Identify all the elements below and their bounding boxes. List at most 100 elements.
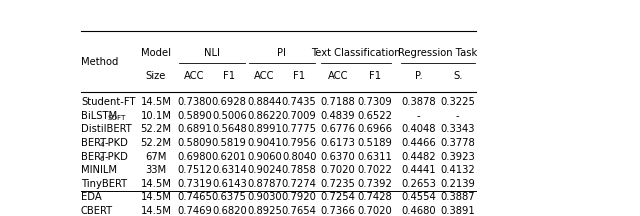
Text: 0.7020: 0.7020 [358,206,392,216]
Text: 0.8787: 0.8787 [247,179,282,189]
Text: 14.5M: 14.5M [140,206,172,216]
Text: 0.7392: 0.7392 [357,179,392,189]
Text: DistilBERT: DistilBERT [81,124,132,134]
Text: Method: Method [81,57,118,67]
Text: 0.8925: 0.8925 [247,206,282,216]
Text: 0.6143: 0.6143 [212,179,246,189]
Text: 0.7188: 0.7188 [320,97,355,107]
Text: 0.4441: 0.4441 [401,165,436,175]
Text: 0.6375: 0.6375 [212,192,247,202]
Text: 0.7435: 0.7435 [282,97,317,107]
Text: F1: F1 [293,71,305,81]
Text: 0.6173: 0.6173 [320,138,355,148]
Text: 0.6314: 0.6314 [212,165,246,175]
Text: 0.7920: 0.7920 [282,192,317,202]
Text: 0.7956: 0.7956 [282,138,317,148]
Text: Model: Model [141,48,171,57]
Text: 0.5819: 0.5819 [212,138,247,148]
Text: 14.5M: 14.5M [140,179,172,189]
Text: 0.3343: 0.3343 [440,124,475,134]
Text: ACC: ACC [254,71,275,81]
Text: ACC: ACC [184,71,205,81]
Text: 0.6776: 0.6776 [320,124,355,134]
Text: 52.2M: 52.2M [140,124,172,134]
Text: 33M: 33M [145,165,166,175]
Text: BiLSTM: BiLSTM [81,111,117,121]
Text: 0.5648: 0.5648 [212,124,246,134]
Text: 0.7654: 0.7654 [282,206,317,216]
Text: MINILM: MINILM [81,165,117,175]
Text: F1: F1 [369,71,381,81]
Text: 4: 4 [99,142,104,148]
Text: 0.6820: 0.6820 [212,206,246,216]
Text: 0.2653: 0.2653 [401,179,436,189]
Text: 0.9030: 0.9030 [247,192,282,202]
Text: EDA: EDA [81,192,102,202]
Text: 0.2139: 0.2139 [440,179,475,189]
Text: 0.7020: 0.7020 [320,165,355,175]
Text: 0.7380: 0.7380 [177,97,212,107]
Text: 0.6891: 0.6891 [177,124,212,134]
Text: 0.7428: 0.7428 [358,192,392,202]
Text: 67M: 67M [145,152,166,162]
Text: 0.6370: 0.6370 [320,152,355,162]
Text: 0.8040: 0.8040 [282,152,317,162]
Text: F1: F1 [223,71,236,81]
Text: 0.7469: 0.7469 [177,206,212,216]
Text: BERT: BERT [81,138,106,148]
Text: 14.5M: 14.5M [140,97,172,107]
Text: ACC: ACC [328,71,348,81]
Text: 0.4482: 0.4482 [401,152,436,162]
Text: 0.6311: 0.6311 [357,152,392,162]
Text: 0.7009: 0.7009 [282,111,317,121]
Text: 0.4132: 0.4132 [440,165,475,175]
Text: BERT: BERT [81,152,106,162]
Text: 0.3923: 0.3923 [440,152,475,162]
Text: 52.2M: 52.2M [140,138,172,148]
Text: Size: Size [146,71,166,81]
Text: 10.1M: 10.1M [140,111,172,121]
Text: 0.7022: 0.7022 [357,165,392,175]
Text: 0.3778: 0.3778 [440,138,475,148]
Text: -: - [456,111,460,121]
Text: 0.9060: 0.9060 [247,152,282,162]
Text: 0.8622: 0.8622 [247,111,282,121]
Text: 0.7512: 0.7512 [177,165,212,175]
Text: -: - [417,111,420,121]
Text: -PKD: -PKD [104,138,128,148]
Text: -PKD: -PKD [104,152,128,162]
Text: 14.5M: 14.5M [140,192,172,202]
Text: 0.7465: 0.7465 [177,192,212,202]
Text: 0.3878: 0.3878 [401,97,436,107]
Text: PI: PI [277,48,286,57]
Text: Regression Task: Regression Task [398,48,477,57]
Text: 0.9024: 0.9024 [247,165,282,175]
Text: 0.6966: 0.6966 [357,124,392,134]
Text: 0.7319: 0.7319 [177,179,212,189]
Text: 0.7274: 0.7274 [282,179,317,189]
Text: 6: 6 [99,156,104,162]
Text: 0.4839: 0.4839 [321,111,355,121]
Text: 0.8844: 0.8844 [247,97,282,107]
Text: 0.4680: 0.4680 [401,206,436,216]
Text: 0.7366: 0.7366 [320,206,355,216]
Text: 0.9041: 0.9041 [247,138,282,148]
Text: TinyBERT: TinyBERT [81,179,127,189]
Text: 0.7775: 0.7775 [282,124,317,134]
Text: 0.7235: 0.7235 [320,179,355,189]
Text: P.: P. [415,71,422,81]
Text: 0.4466: 0.4466 [401,138,436,148]
Text: 0.6522: 0.6522 [357,111,392,121]
Text: 0.8991: 0.8991 [247,124,282,134]
Text: 0.5890: 0.5890 [177,111,212,121]
Text: CBERT: CBERT [81,206,113,216]
Text: Text Classification: Text Classification [312,48,401,57]
Text: 0.6980: 0.6980 [177,152,212,162]
Text: 0.7858: 0.7858 [282,165,317,175]
Text: NLI: NLI [204,48,220,57]
Text: 0.3891: 0.3891 [440,206,475,216]
Text: 0.6201: 0.6201 [212,152,247,162]
Text: 0.5189: 0.5189 [357,138,392,148]
Text: 0.5809: 0.5809 [177,138,212,148]
Text: 0.3225: 0.3225 [440,97,475,107]
